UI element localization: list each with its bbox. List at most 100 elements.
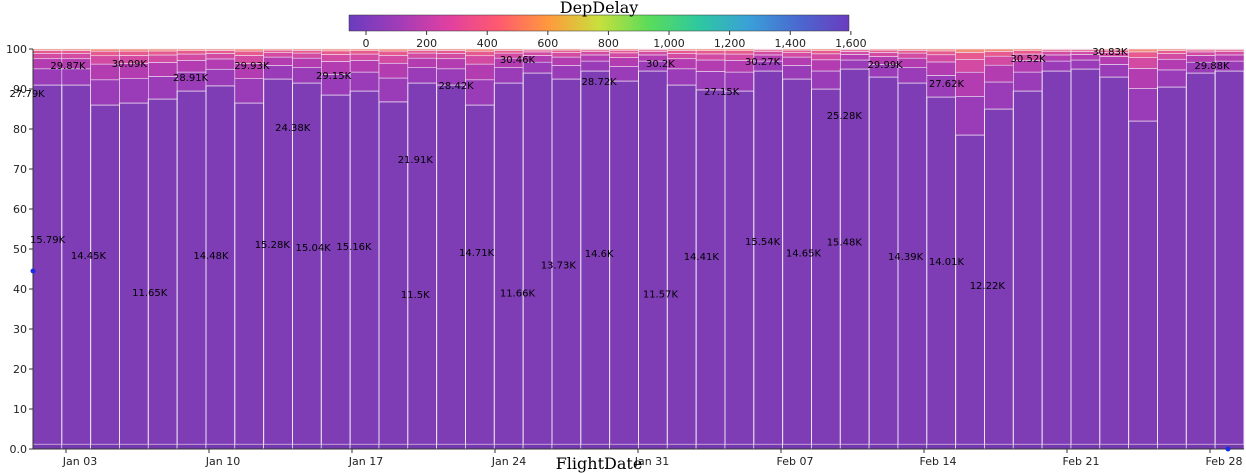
colorbar-tick-label: 1,200 bbox=[714, 37, 746, 50]
bar-segment-base bbox=[897, 443, 928, 450]
data-label: 14.71K bbox=[459, 248, 495, 259]
bar-segment-main bbox=[234, 102, 265, 450]
data-label: 30.83K bbox=[1092, 47, 1128, 58]
bar-segment-upper bbox=[695, 53, 726, 61]
bar-segment-base bbox=[522, 443, 553, 450]
bar-segment-main bbox=[1099, 76, 1130, 450]
bar-segment-upper bbox=[321, 48, 351, 52]
bar bbox=[1185, 48, 1216, 450]
data-label: 29.87K bbox=[50, 61, 86, 72]
bar-segment-upper bbox=[436, 58, 466, 70]
bar bbox=[32, 48, 63, 450]
bar-segment-base bbox=[551, 443, 582, 450]
bar bbox=[234, 48, 265, 450]
bar-segment-base bbox=[782, 443, 812, 450]
bar-segment-main bbox=[580, 70, 611, 450]
data-label: 29.93K bbox=[234, 61, 270, 72]
bar-segment-upper bbox=[695, 50, 726, 55]
bar bbox=[955, 48, 986, 450]
x-tick-label: Feb 21 bbox=[1063, 455, 1100, 468]
bar-segment-base bbox=[234, 443, 264, 450]
bar-segment-main bbox=[839, 68, 870, 450]
bar-segment-upper bbox=[1214, 48, 1245, 51]
bar bbox=[638, 48, 668, 450]
bar-segment-main bbox=[205, 85, 236, 450]
bar bbox=[320, 48, 351, 450]
bar-segment-upper bbox=[1214, 51, 1245, 56]
bar-segment-base bbox=[1157, 443, 1187, 450]
bar-segment-upper bbox=[90, 50, 120, 57]
bar-segment-upper bbox=[205, 58, 236, 70]
bar-segment-main bbox=[868, 76, 899, 450]
bar-segment-upper bbox=[32, 48, 63, 51]
bar-segment-upper bbox=[494, 67, 524, 84]
bar-segment-main bbox=[753, 70, 784, 450]
bar-segment-upper bbox=[378, 50, 409, 56]
bar-segment-upper bbox=[148, 54, 178, 63]
bar-segment-upper bbox=[349, 53, 380, 61]
bar bbox=[666, 48, 697, 450]
bar-segment-upper bbox=[926, 61, 956, 76]
bar-segment-main bbox=[782, 78, 813, 450]
bar-segment-main bbox=[638, 70, 668, 450]
bar bbox=[926, 48, 957, 450]
bar-segment-upper bbox=[378, 48, 409, 52]
bar-segment-upper bbox=[984, 55, 1014, 66]
bar-segment-upper bbox=[782, 52, 812, 58]
bar-segment-upper bbox=[176, 60, 207, 73]
data-label: 11.66K bbox=[500, 289, 536, 300]
bar-segment-upper bbox=[1013, 71, 1043, 92]
bar-segment-upper bbox=[205, 50, 236, 54]
bar-segment-upper bbox=[349, 71, 380, 92]
bar-segment-main bbox=[90, 104, 120, 450]
bar-segment-upper bbox=[955, 48, 985, 53]
bar-segment-upper bbox=[292, 52, 322, 59]
y-tick-label: 20 bbox=[13, 363, 27, 376]
bar-segment-upper bbox=[551, 52, 582, 58]
bar-segment-upper bbox=[609, 57, 639, 67]
data-label: 15.48K bbox=[827, 237, 863, 248]
bar-segment-upper bbox=[609, 52, 639, 58]
x-tick-label: Jan 17 bbox=[348, 455, 383, 468]
y-tick-label: 70 bbox=[13, 163, 27, 176]
bar bbox=[1128, 48, 1158, 450]
x-slider-handle[interactable] bbox=[1225, 446, 1231, 452]
data-label: 15.28K bbox=[255, 240, 291, 251]
bar-segment-upper bbox=[840, 54, 870, 61]
colorbar-tick-label: 800 bbox=[598, 37, 619, 50]
bar-segment-upper bbox=[1128, 48, 1158, 53]
y-tick-label: 90 bbox=[13, 83, 27, 96]
bar-segment-main bbox=[147, 98, 178, 450]
bar-segment-upper bbox=[407, 57, 437, 68]
bar-segment-upper bbox=[1157, 69, 1187, 88]
bar-segment-upper bbox=[840, 51, 870, 55]
y-slider-handle[interactable] bbox=[30, 268, 36, 274]
bar-segment-upper bbox=[148, 50, 178, 56]
bar-segment-main bbox=[984, 108, 1014, 450]
bar-segment-upper bbox=[868, 49, 899, 53]
data-label: 14.45K bbox=[71, 251, 107, 262]
bar-segment-upper bbox=[551, 65, 582, 80]
bar-segment-upper bbox=[263, 48, 293, 51]
bar-segment-main bbox=[32, 84, 63, 450]
data-label: 28.42K bbox=[439, 81, 475, 92]
bar-segment-upper bbox=[868, 52, 899, 57]
bar-segment-base bbox=[148, 443, 178, 450]
bar bbox=[868, 48, 899, 450]
bar-segment-upper bbox=[234, 48, 264, 52]
bar-segment-upper bbox=[1128, 51, 1158, 58]
bar-segment-base bbox=[1186, 443, 1216, 450]
bar-segment-main bbox=[1128, 120, 1158, 450]
y-tick-label: 100 bbox=[6, 43, 27, 56]
bar-segment-upper bbox=[407, 50, 437, 54]
x-tick-label: Jan 24 bbox=[491, 455, 526, 468]
bar-segment-upper bbox=[667, 50, 697, 54]
bar-segment-upper bbox=[321, 50, 351, 55]
bar-segment-upper bbox=[580, 54, 610, 62]
bar-segment-upper bbox=[897, 48, 928, 51]
bar-segment-upper bbox=[1128, 68, 1158, 89]
colorbar-tick-label: 600 bbox=[537, 37, 558, 50]
x-tick-label: Feb 28 bbox=[1206, 455, 1243, 468]
bar-segment-upper bbox=[811, 59, 841, 72]
data-labels-layer: 27.79K 29.87K 30.09K 28.91K 29.93K 29.15K 24.3… bbox=[10, 47, 1230, 301]
